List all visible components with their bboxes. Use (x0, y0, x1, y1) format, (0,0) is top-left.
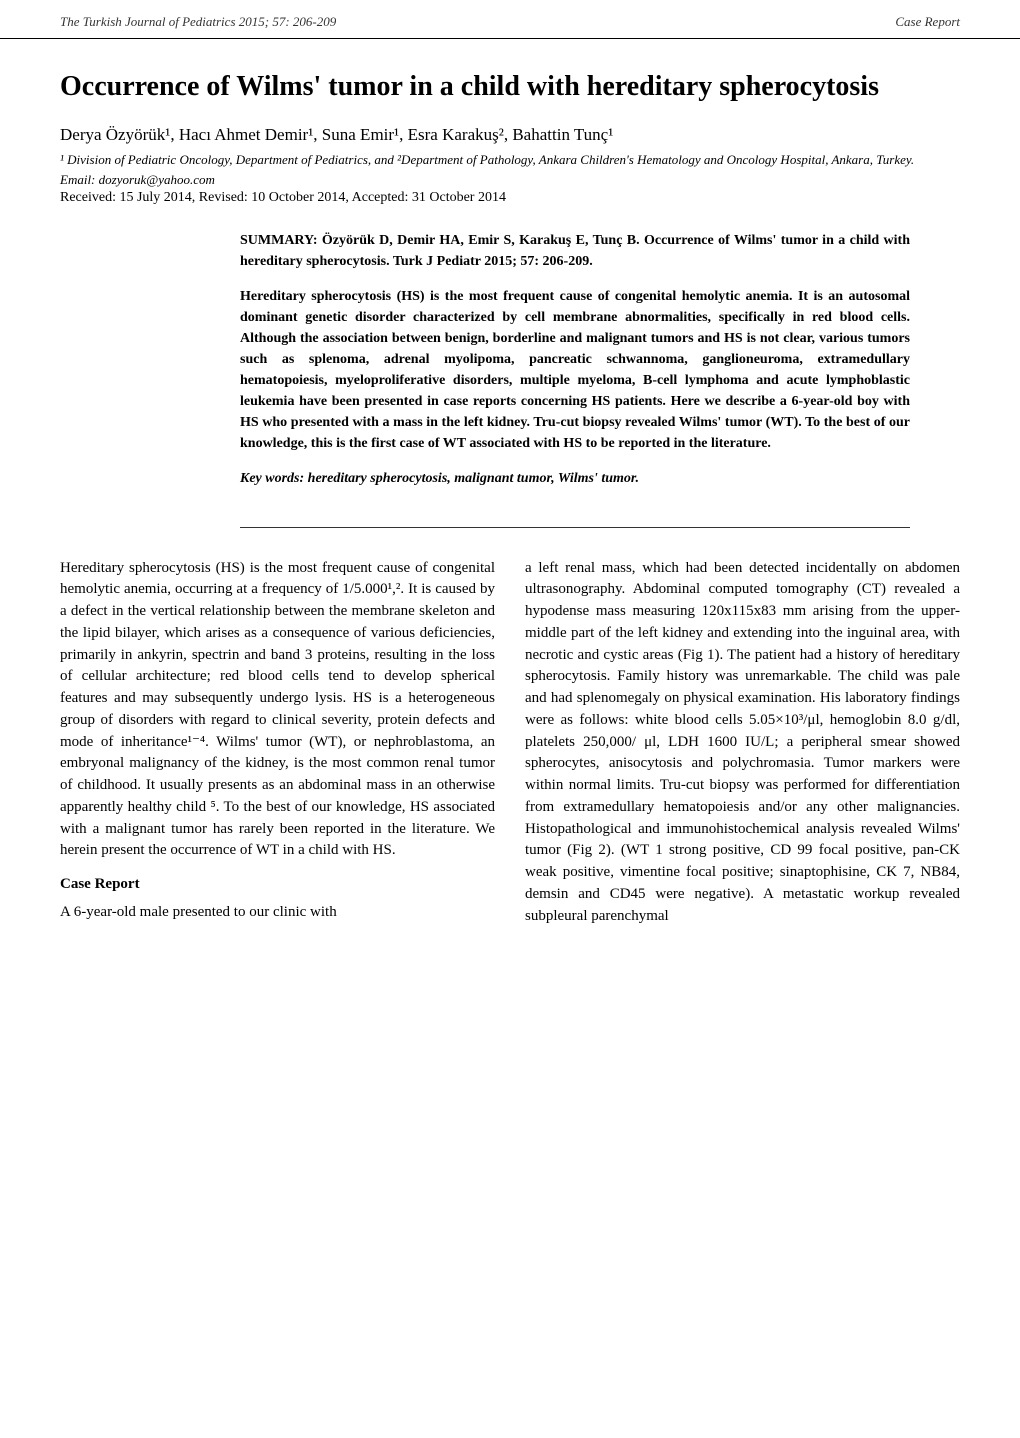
abstract-citation: SUMMARY: Özyörük D, Demir HA, Emir S, Ka… (240, 230, 910, 272)
affiliations: ¹ Division of Pediatric Oncology, Depart… (60, 151, 960, 169)
article-container: Occurrence of Wilms' tumor in a child wi… (0, 39, 1020, 979)
received-dates: Received: 15 July 2014, Revised: 10 Octo… (60, 190, 960, 206)
abstract-block: SUMMARY: Özyörük D, Demir HA, Emir S, Ka… (240, 230, 910, 528)
journal-citation: The Turkish Journal of Pediatrics 2015; … (60, 14, 336, 30)
correspondence-email: Email: dozyoruk@yahoo.com (60, 172, 960, 188)
article-title: Occurrence of Wilms' tumor in a child wi… (60, 69, 960, 105)
intro-paragraph: Hereditary spherocytosis (HS) is the mos… (60, 558, 495, 863)
case-report-heading: Case Report (60, 874, 495, 896)
two-column-body: Hereditary spherocytosis (HS) is the mos… (60, 558, 960, 940)
abstract-body: Hereditary spherocytosis (HS) is the mos… (240, 286, 910, 454)
keywords: Key words: hereditary spherocytosis, mal… (240, 468, 910, 489)
article-type: Case Report (895, 14, 960, 30)
case-report-start: A 6-year-old male presented to our clini… (60, 902, 495, 924)
left-column: Hereditary spherocytosis (HS) is the mos… (60, 558, 495, 940)
page-header: The Turkish Journal of Pediatrics 2015; … (0, 0, 1020, 39)
authors-line: Derya Özyörük¹, Hacı Ahmet Demir¹, Suna … (60, 125, 960, 145)
right-column: a left renal mass, which had been detect… (525, 558, 960, 940)
case-report-continued: a left renal mass, which had been detect… (525, 558, 960, 928)
